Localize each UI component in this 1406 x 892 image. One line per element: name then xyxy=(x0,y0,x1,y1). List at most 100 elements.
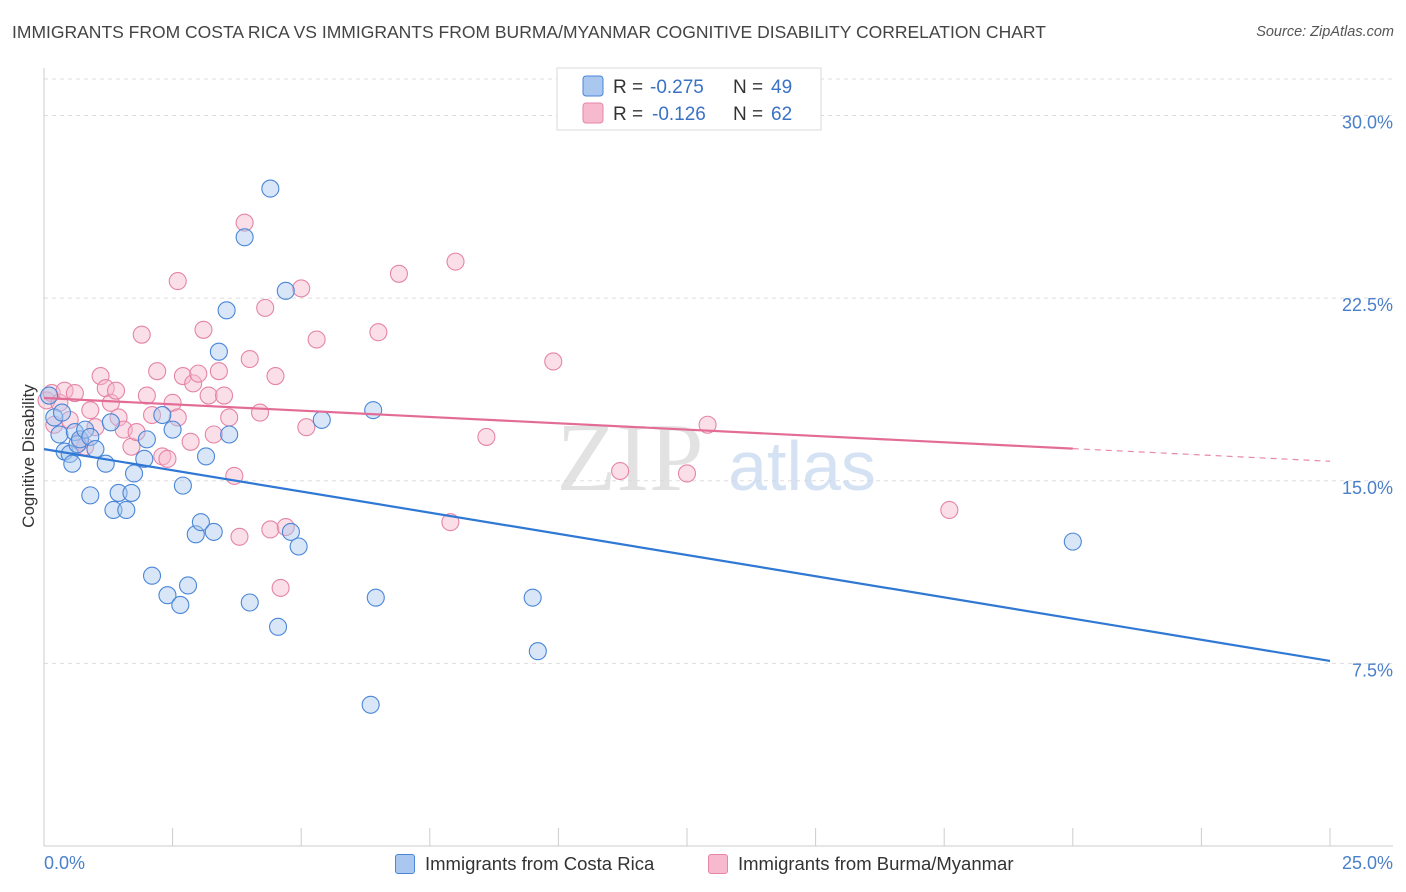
burma-point-27 xyxy=(168,272,187,291)
y-tick-label-3: 30.0% xyxy=(1342,113,1393,133)
costa-rica-point-6 xyxy=(63,454,82,473)
costa-rica-point-40 xyxy=(269,617,288,636)
x-tick-labels: 0.0% 25.0% xyxy=(44,853,1393,873)
costa-rica-point-31 xyxy=(191,513,210,532)
costa-rica-point-49 xyxy=(361,695,380,714)
grid-lines xyxy=(44,78,1393,664)
stats-legend-n-value-pink: 62 xyxy=(771,104,792,125)
burma-point-40 xyxy=(235,213,254,232)
burma-point-48 xyxy=(292,279,311,298)
costa-rica-point-50 xyxy=(1063,532,1082,551)
burma-point-32 xyxy=(194,320,213,339)
stats-legend-n-label-pink: N = xyxy=(733,104,768,125)
stats-legend: R = -0.275 N = 49 R = -0.126 N = 62 xyxy=(556,67,822,131)
burma-point-18 xyxy=(127,423,146,442)
stats-legend-r-value-blue: -0.275 xyxy=(650,77,704,98)
burma-point-47 xyxy=(276,517,295,537)
burma-point-31 xyxy=(189,364,208,383)
costa-rica-point-39 xyxy=(261,179,280,198)
burma-point-30 xyxy=(184,374,203,393)
burma-point-28 xyxy=(173,367,192,386)
x-tick-label-1: 25.0% xyxy=(1342,853,1393,873)
axes xyxy=(43,68,1393,847)
costa-rica-point-48 xyxy=(528,642,547,661)
costa-rica-point-16 xyxy=(104,500,123,520)
stats-legend-r-label-blue: R = xyxy=(613,77,648,98)
costa-rica-point-33 xyxy=(204,522,223,541)
trend-line-burma xyxy=(43,396,1073,450)
costa-rica-point-42 xyxy=(281,522,300,541)
costa-rica-point-17 xyxy=(109,483,128,502)
burma-point-49 xyxy=(297,418,316,437)
burma-point-53 xyxy=(441,513,460,532)
stats-legend-r-label-pink: R = xyxy=(613,104,648,125)
costa-rica-point-32 xyxy=(196,447,216,466)
trend-line-burma-extension xyxy=(1072,448,1331,462)
burma-point-21 xyxy=(142,405,162,425)
burma-point-20 xyxy=(137,386,156,405)
costa-rica-point-35 xyxy=(217,301,236,320)
burma-point-51 xyxy=(369,323,388,342)
costa-rica-point-24 xyxy=(153,405,172,425)
burma-point-29 xyxy=(181,432,200,451)
burma-point-33 xyxy=(199,386,218,405)
stats-legend-swatch-pink xyxy=(582,102,604,124)
legend-label-costa-rica: Immigrants from Costa Rica xyxy=(425,853,655,874)
trend-lines xyxy=(43,396,1331,663)
costa-rica-point-37 xyxy=(235,228,254,247)
costa-rica-point-15 xyxy=(101,413,120,432)
stats-legend-r-value-pink: -0.126 xyxy=(652,104,706,125)
costa-rica-point-29 xyxy=(178,576,198,595)
chart-source: Source: ZipAtlas.com xyxy=(1256,24,1394,40)
costa-rica-point-28 xyxy=(173,476,192,495)
burma-point-43 xyxy=(256,298,275,317)
burma-point-41 xyxy=(240,349,259,369)
costa-rica-point-20 xyxy=(124,464,144,483)
burma-point-14 xyxy=(106,381,126,400)
costa-rica-point-3 xyxy=(52,403,72,422)
burma-point-35 xyxy=(209,362,228,381)
burma-point-42 xyxy=(250,403,270,422)
burma-point-57 xyxy=(611,461,630,481)
legend-swatch-blue xyxy=(395,854,415,874)
costa-rica-point-27 xyxy=(171,595,190,614)
legend-item-costa-rica[interactable]: Immigrants from Costa Rica xyxy=(395,851,654,877)
burma-point-52 xyxy=(389,264,408,283)
x-tick-label-0: 0.0% xyxy=(44,853,85,873)
burma-point-24 xyxy=(158,449,177,468)
burma-point-37 xyxy=(220,408,239,427)
chart-title: IMMIGRANTS FROM COSTA RICA VS IMMIGRANTS… xyxy=(12,22,1046,42)
costa-rica-point-21 xyxy=(135,449,154,468)
costa-rica-point-19 xyxy=(122,483,141,502)
burma-point-54 xyxy=(446,252,465,271)
y-tick-label-0: 7.5% xyxy=(1352,660,1393,680)
costa-rica-point-44 xyxy=(312,410,331,429)
series-costa-rica-points xyxy=(40,179,1082,714)
legend-item-burma[interactable]: Immigrants from Burma/Myanmar xyxy=(708,851,1014,877)
burma-point-50 xyxy=(307,330,326,349)
costa-rica-point-47 xyxy=(523,588,542,607)
costa-rica-point-26 xyxy=(163,420,182,439)
watermark-zip: ZIP xyxy=(557,404,704,512)
costa-rica-point-2 xyxy=(50,425,69,444)
burma-point-19 xyxy=(132,325,151,344)
trend-line-costa-rica xyxy=(43,448,1331,663)
stats-legend-n-label-blue: N = xyxy=(733,77,768,98)
burma-point-60 xyxy=(940,500,959,520)
costa-rica-point-13 xyxy=(86,440,105,459)
burma-point-56 xyxy=(544,352,563,371)
burma-point-44 xyxy=(261,520,280,539)
legend-swatch-pink xyxy=(708,854,728,874)
y-tick-label-1: 15.0% xyxy=(1342,478,1393,498)
costa-rica-point-0 xyxy=(40,386,59,405)
burma-point-55 xyxy=(477,427,496,446)
costa-rica-point-22 xyxy=(137,430,156,449)
burma-point-22 xyxy=(148,362,167,381)
burma-point-23 xyxy=(153,447,172,466)
costa-rica-point-43 xyxy=(289,537,308,556)
y-axis-label: Cognitive Disability xyxy=(19,384,38,528)
stats-legend-n-value-blue: 49 xyxy=(771,77,792,98)
watermark: ZIP atlas xyxy=(557,404,876,512)
burma-point-39 xyxy=(230,527,249,546)
